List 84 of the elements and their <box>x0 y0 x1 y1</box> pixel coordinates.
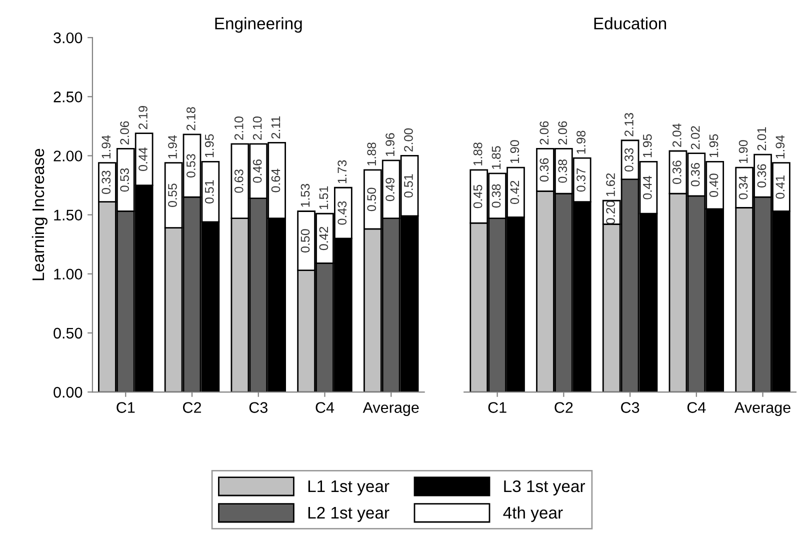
legend-label: L3 1st year <box>504 480 586 496</box>
total-label: 2.02 <box>690 126 700 150</box>
x-tick-label: C2 <box>554 402 573 413</box>
data-label: 0.42 <box>510 180 520 204</box>
x-tick-label: C2 <box>183 402 202 413</box>
data-label: 0.46 <box>252 159 262 183</box>
data-label: 0.51 <box>204 180 214 204</box>
data-label: 0.38 <box>492 184 501 208</box>
total-label: 2.01 <box>757 127 766 150</box>
data-label: 0.33 <box>102 170 111 194</box>
total-label: 2.06 <box>558 121 568 144</box>
data-label: 0.34 <box>738 176 748 200</box>
data-label: 0.36 <box>757 164 766 188</box>
data-label: 0.50 <box>367 188 376 212</box>
data-label: 0.20 <box>606 200 615 224</box>
total-label: 1.62 <box>606 173 615 196</box>
data-label: 0.64 <box>271 168 280 192</box>
data-label: 0.41 <box>776 175 785 199</box>
total-label: 1.73 <box>338 160 347 184</box>
total-label: 2.11 <box>271 116 280 139</box>
legend-label: L1 1st year <box>308 480 390 496</box>
total-label: 2.19 <box>138 106 148 130</box>
data-label: 0.51 <box>404 174 413 198</box>
data-label: 0.38 <box>558 159 568 183</box>
legend-label: L2 1st year <box>308 506 390 522</box>
y-tick-label: 0.00 <box>54 386 82 398</box>
data-label: 0.36 <box>540 158 549 182</box>
data-label: 0.40 <box>709 174 718 197</box>
data-label: 0.44 <box>642 176 652 200</box>
total-label: 1.94 <box>102 135 111 158</box>
total-label: 1.96 <box>386 133 394 156</box>
x-tick-label: Average <box>362 402 419 416</box>
y-tick-label: 1.50 <box>54 210 82 220</box>
chart-title: Engineering <box>215 17 302 33</box>
total-label: 2.18 <box>186 107 196 130</box>
total-label: 2.06 <box>540 121 549 144</box>
total-label: 2.00 <box>404 128 413 152</box>
data-label: 0.45 <box>473 184 482 208</box>
x-tick-label: C3 <box>249 402 268 413</box>
x-tick-label: C1 <box>116 402 135 413</box>
x-tick-label: C3 <box>621 402 640 413</box>
total-label: 1.95 <box>642 134 652 158</box>
data-label: 0.44 <box>138 147 148 171</box>
total-label: 1.53 <box>300 184 310 207</box>
y-tick-label: 2.00 <box>54 150 82 162</box>
total-label: 2.06 <box>120 121 129 144</box>
total-label: 1.95 <box>204 134 214 158</box>
data-label: 0.55 <box>168 184 177 207</box>
total-label: 1.94 <box>776 135 785 158</box>
data-label: 0.36 <box>672 160 682 184</box>
data-label: 0.63 <box>234 170 244 193</box>
total-label: 1.90 <box>510 140 520 164</box>
chart-title: Education <box>594 17 666 30</box>
x-tick-label: Average <box>734 402 790 416</box>
data-label: 0.49 <box>386 178 394 202</box>
data-label: 0.36 <box>690 163 700 186</box>
data-label: 0.33 <box>624 148 634 172</box>
data-label: 0.37 <box>576 168 586 192</box>
x-tick-label: C4 <box>316 402 334 413</box>
total-label: 1.85 <box>492 146 501 169</box>
x-tick-label: C1 <box>488 402 506 413</box>
total-label: 1.51 <box>319 186 328 210</box>
legend-label: 4th year <box>503 506 563 522</box>
y-tick-label: 0.50 <box>54 328 82 339</box>
total-label: 1.95 <box>709 134 718 158</box>
y-tick-label: 1.00 <box>54 268 82 280</box>
total-label: 2.04 <box>672 124 682 147</box>
total-label: 2.13 <box>624 113 634 136</box>
total-label: 1.98 <box>576 130 586 154</box>
data-label: 0.50 <box>300 229 310 252</box>
data-label: 0.42 <box>319 226 328 250</box>
y-tick-label: 3.00 <box>54 32 82 44</box>
total-label: 1.88 <box>367 142 376 166</box>
y-axis-title: Learning Increase <box>32 148 48 280</box>
total-label: 2.10 <box>234 116 244 140</box>
y-tick-label: 2.50 <box>54 92 82 102</box>
total-label: 1.88 <box>473 142 482 166</box>
data-label: 0.43 <box>338 201 347 225</box>
data-label: 0.53 <box>120 168 129 192</box>
total-label: 2.10 <box>252 116 262 140</box>
data-label: 0.53 <box>186 154 196 178</box>
total-label: 1.94 <box>168 135 177 158</box>
x-tick-label: C4 <box>687 402 706 413</box>
total-label: 1.90 <box>738 140 748 164</box>
